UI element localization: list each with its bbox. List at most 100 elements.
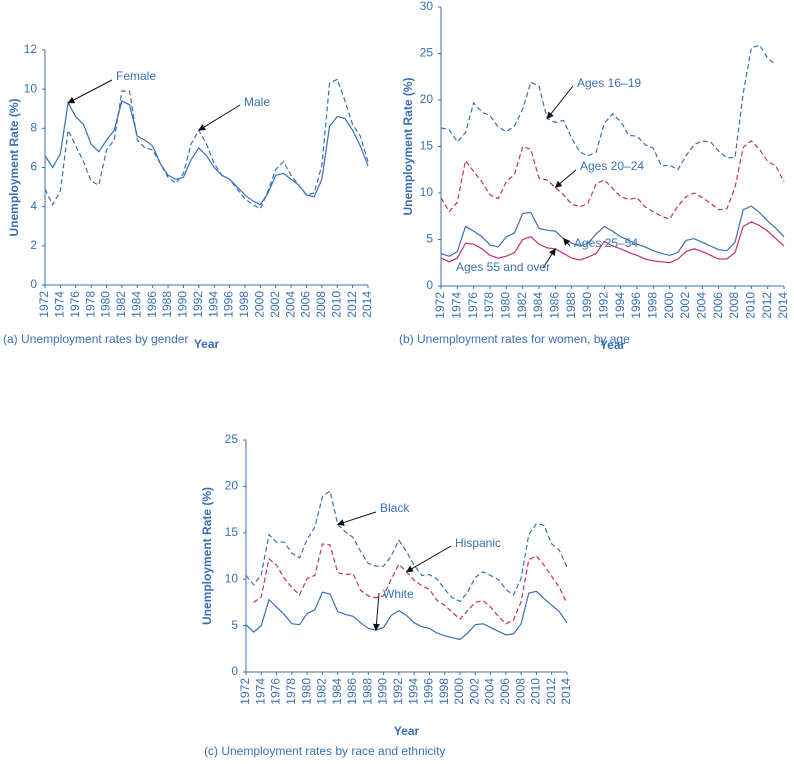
- y-tick-label: 4: [30, 199, 37, 213]
- x-tick-label: 1976: [269, 678, 283, 705]
- series-label: Ages 16–19: [577, 76, 641, 90]
- y-tick-label: 15: [420, 139, 434, 153]
- caption: (b) Unemployment rates for women, by age: [399, 332, 630, 346]
- y-tick-label: 0: [30, 277, 37, 291]
- x-tick-label: 1994: [406, 678, 420, 705]
- x-tick-label: 1986: [145, 291, 159, 318]
- x-tick-label: 1988: [160, 291, 174, 318]
- x-tick-label: 1984: [129, 291, 143, 318]
- x-tick-label: 2008: [513, 678, 527, 705]
- series-label: Ages 55 and over: [456, 260, 550, 274]
- x-tick-label: 1974: [450, 292, 464, 319]
- annotation-arrow: [198, 104, 241, 131]
- x-tick-label: 1980: [299, 678, 313, 705]
- x-tick-label: 1988: [564, 292, 578, 319]
- y-tick-label: 25: [420, 46, 434, 60]
- x-tick-label: 1990: [580, 292, 594, 319]
- x-tick-label: 1994: [613, 292, 627, 319]
- x-tick-label: 1980: [499, 292, 513, 319]
- y-tick-label: 25: [225, 432, 239, 446]
- y-tick-label: 10: [24, 81, 38, 95]
- x-tick-label: 1978: [284, 678, 298, 705]
- x-tick-label: 2006: [299, 291, 313, 318]
- y-tick-label: 8: [30, 121, 37, 135]
- x-tick-label: 2004: [695, 292, 709, 319]
- y-tick-label: 15: [225, 525, 239, 539]
- x-tick-label: 2002: [467, 678, 481, 705]
- x-tick-label: 2014: [559, 678, 573, 705]
- series-label: Black: [380, 501, 410, 515]
- y-tick-label: 10: [420, 185, 434, 199]
- x-tick-label: 2006: [498, 678, 512, 705]
- series-line: [245, 490, 568, 603]
- x-tick-label: 1996: [222, 291, 236, 318]
- x-tick-label: 1986: [548, 292, 562, 319]
- x-axis-label: Year: [600, 338, 626, 352]
- x-tick-label: 1982: [114, 291, 128, 318]
- y-tick-label: 2: [30, 238, 37, 252]
- y-axis-label: Unemployment Rate (%): [200, 487, 214, 625]
- y-tick-label: 0: [231, 664, 238, 678]
- x-tick-label: 2014: [776, 292, 790, 319]
- series-line: [44, 100, 369, 206]
- x-tick-label: 1986: [345, 678, 359, 705]
- x-axis-label: Year: [194, 337, 220, 351]
- series-line: [440, 205, 785, 257]
- x-tick-label: 1984: [330, 678, 344, 705]
- series-line: [440, 44, 777, 171]
- x-tick-label: 1974: [53, 291, 67, 318]
- x-tick-label: 1980: [99, 291, 113, 318]
- x-tick-label: 1972: [37, 291, 51, 318]
- series-line: [440, 140, 785, 220]
- series-label: Hispanic: [455, 536, 501, 550]
- x-tick-label: 2010: [529, 678, 543, 705]
- y-tick-label: 20: [420, 92, 434, 106]
- x-tick-label: 2004: [483, 678, 497, 705]
- x-tick-label: 1998: [237, 291, 251, 318]
- y-tick-label: 5: [426, 232, 433, 246]
- x-tick-label: 2002: [678, 292, 692, 319]
- x-tick-label: 1974: [253, 678, 267, 705]
- x-tick-label: 2012: [544, 678, 558, 705]
- y-tick-label: 6: [30, 160, 37, 174]
- x-tick-label: 2008: [314, 291, 328, 318]
- annotation-arrow: [542, 248, 556, 269]
- x-tick-label: 1978: [482, 292, 496, 319]
- annotation-arrow: [554, 169, 577, 188]
- x-tick-label: 2014: [360, 291, 374, 318]
- series-line: [440, 221, 785, 264]
- y-tick-label: 0: [426, 278, 433, 292]
- series-line: [253, 543, 568, 625]
- y-tick-label: 12: [24, 42, 38, 56]
- x-tick-label: 1978: [83, 291, 97, 318]
- series-label: Female: [116, 69, 156, 83]
- x-tick-label: 1982: [515, 292, 529, 319]
- x-tick-label: 1994: [206, 291, 220, 318]
- x-tick-label: 1992: [391, 678, 405, 705]
- caption: (a) Unemployment rates by gender: [3, 332, 188, 346]
- x-tick-label: 2010: [329, 291, 343, 318]
- annotation-arrow: [546, 85, 574, 120]
- series-label: Male: [244, 95, 270, 109]
- y-axis-label: Unemployment Rate (%): [7, 98, 21, 236]
- x-tick-label: 1998: [646, 292, 660, 319]
- x-tick-label: 2000: [452, 678, 466, 705]
- annotation-arrow: [405, 545, 452, 573]
- series-label: Ages 25–54: [574, 236, 638, 250]
- y-tick-label: 20: [225, 479, 239, 493]
- x-axis-label: Year: [394, 724, 420, 738]
- x-tick-label: 1990: [176, 291, 190, 318]
- caption: (c) Unemployment rates by race and ethni…: [204, 744, 445, 758]
- x-tick-label: 1984: [531, 292, 545, 319]
- annotation-arrow: [337, 511, 377, 526]
- y-tick-label: 5: [231, 618, 238, 632]
- x-tick-label: 2004: [283, 291, 297, 318]
- x-tick-label: 1992: [191, 291, 205, 318]
- annotation-arrow: [372, 592, 380, 631]
- x-tick-label: 1996: [629, 292, 643, 319]
- y-axis-label: Unemployment Rate (%): [401, 77, 415, 215]
- x-tick-label: 1990: [376, 678, 390, 705]
- series-label: Ages 20–24: [580, 159, 644, 173]
